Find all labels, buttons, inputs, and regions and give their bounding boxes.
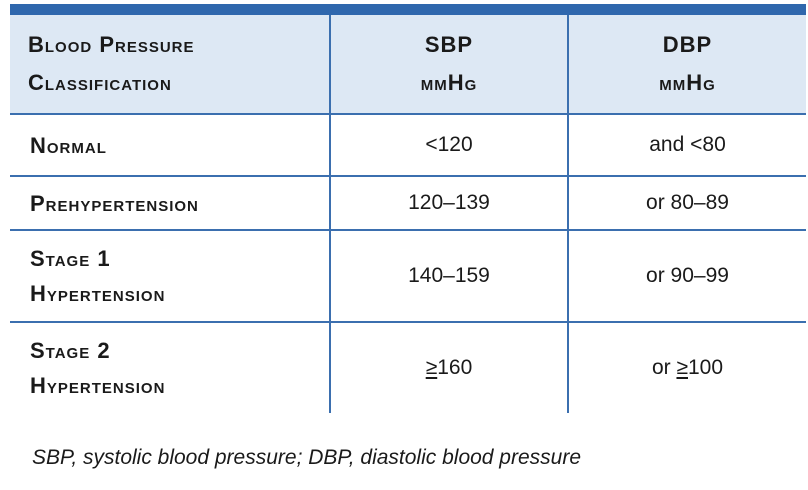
row-label-prehypertension: Prehypertension <box>30 190 199 216</box>
table-footnote: SBP, systolic blood pressure; DBP, diast… <box>32 446 582 469</box>
sbp-value-normal: <120 <box>329 114 568 177</box>
header-classification: Blood Pressure Classification <box>10 15 330 115</box>
header-classification-line-1: Blood Pressure <box>28 32 195 57</box>
row-label-stage-2-line-1: Stage 2 <box>30 338 111 363</box>
header-dbp: DBP mmHg <box>567 15 806 115</box>
greater-equal-symbol: ≥ <box>676 356 688 379</box>
table-top-rule <box>10 4 806 15</box>
sbp-value-prehypertension: 120–139 <box>329 176 568 231</box>
row-label-stage-1-line-2: Hypertension <box>30 281 166 306</box>
header-dbp-line-1: DBP <box>662 32 713 57</box>
dbp-value-stage-1: or 90–99 <box>567 230 806 323</box>
row-label-stage-1-line-1: Stage 1 <box>30 246 111 271</box>
header-sbp-line-1: SBP <box>424 32 474 57</box>
dbp-value-stage-2-number: 100 <box>688 356 724 379</box>
greater-equal-symbol: ≥ <box>425 356 438 379</box>
row-label-cell: Stage 1 Hypertension <box>10 230 330 323</box>
table-row-stage-1: Stage 1 Hypertension 140–159 or 90–99 <box>10 230 806 323</box>
sbp-value-stage-2: ≥160 <box>329 322 568 413</box>
row-label-stage-2-line-2: Hypertension <box>30 373 166 398</box>
blood-pressure-table: Blood Pressure Classification SBP mmHg D… <box>10 15 806 413</box>
header-sbp-line-2: mmHg <box>420 70 478 95</box>
row-label-normal: Normal <box>30 132 107 158</box>
table-header-row: Blood Pressure Classification SBP mmHg D… <box>10 15 806 115</box>
header-sbp: SBP mmHg <box>329 15 568 115</box>
dbp-value-normal: and <80 <box>567 114 806 177</box>
row-label-cell: Stage 2 Hypertension <box>10 322 330 413</box>
table-row-stage-2: Stage 2 Hypertension ≥160 or ≥100 <box>10 322 806 413</box>
table-row-prehypertension: Prehypertension 120–139 or 80–89 <box>10 176 806 231</box>
table-row-normal: Normal <120 and <80 <box>10 114 806 177</box>
dbp-value-stage-2-prefix: or <box>651 356 677 379</box>
row-label-cell: Prehypertension <box>10 176 330 231</box>
sbp-value-stage-1: 140–159 <box>329 230 568 323</box>
sbp-value-stage-2-number: 160 <box>437 356 473 379</box>
header-dbp-line-2: mmHg <box>659 70 716 95</box>
header-classification-line-2: Classification <box>28 70 172 95</box>
dbp-value-stage-2: or ≥100 <box>567 322 806 413</box>
row-label-cell: Normal <box>10 114 330 177</box>
dbp-value-prehypertension: or 80–89 <box>567 176 806 231</box>
